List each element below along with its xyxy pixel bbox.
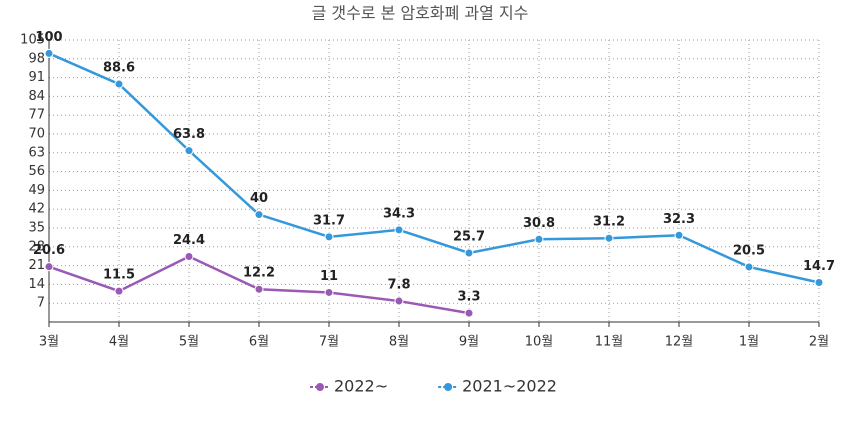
- y-tick-label: 84: [28, 89, 45, 104]
- data-label: 40: [250, 191, 268, 206]
- y-tick-label: 35: [28, 221, 45, 236]
- data-point: [44, 262, 54, 272]
- legend-marker: [316, 383, 324, 391]
- y-tick-label: 7: [37, 296, 45, 311]
- series-line: [48, 52, 820, 284]
- data-point: [254, 284, 264, 294]
- y-tick-label: 98: [28, 51, 45, 66]
- data-label: 7.8: [387, 278, 410, 293]
- data-point: [394, 296, 404, 306]
- x-tick-label: 2월: [809, 335, 829, 350]
- data-point: [44, 48, 54, 58]
- data-point: [744, 262, 754, 272]
- data-point: [604, 233, 614, 243]
- y-tick-label: 56: [28, 164, 45, 179]
- data-point: [254, 210, 264, 220]
- y-tick-label: 49: [28, 183, 45, 198]
- data-point: [324, 287, 334, 297]
- data-label: 20.5: [733, 243, 765, 258]
- data-point: [114, 79, 124, 89]
- data-label: 25.7: [453, 229, 485, 244]
- y-tick-label: 42: [28, 202, 45, 217]
- data-point: [114, 286, 124, 296]
- data-point: [814, 278, 824, 288]
- x-tick-label: 9월: [459, 335, 479, 350]
- legend-marker: [444, 383, 453, 391]
- data-label: 31.2: [593, 215, 625, 230]
- data-point: [184, 251, 194, 261]
- x-tick-label: 10월: [525, 335, 554, 350]
- data-label: 12.2: [243, 266, 275, 281]
- data-label: 3.3: [457, 290, 480, 305]
- legend-label: 2021~2022: [462, 377, 557, 396]
- y-tick-label: 63: [28, 145, 45, 160]
- data-point: [534, 234, 544, 244]
- data-point: [324, 232, 334, 242]
- y-tick-label: 91: [28, 70, 45, 85]
- x-tick-label: 5월: [179, 335, 199, 350]
- x-tick-label: 1월: [739, 335, 759, 350]
- data-label: 30.8: [523, 216, 555, 231]
- data-label: 34.3: [383, 206, 415, 221]
- x-tick-label: 12월: [665, 335, 694, 350]
- data-label: 88.6: [103, 61, 135, 76]
- data-label: 100: [35, 30, 62, 45]
- data-label: 14.7: [803, 259, 835, 274]
- data-label: 24.4: [173, 233, 205, 248]
- y-tick-label: 77: [28, 108, 45, 123]
- data-label: 32.3: [663, 212, 695, 227]
- y-tick-label: 28: [28, 239, 45, 254]
- data-point: [394, 225, 404, 235]
- y-tick-label: 21: [28, 258, 45, 273]
- data-point: [184, 146, 194, 156]
- chart-title: 글 갯수로 본 암호화폐 과열 지수: [312, 4, 529, 23]
- data-label: 11.5: [103, 268, 135, 283]
- x-tick-label: 11월: [595, 335, 624, 350]
- data-label: 20.6: [33, 243, 65, 258]
- data-label: 11: [320, 269, 338, 284]
- y-tick-label: 14: [28, 277, 45, 292]
- x-tick-label: 8월: [389, 335, 409, 350]
- data-label: 63.8: [173, 127, 205, 142]
- x-tick-label: 7월: [319, 335, 339, 350]
- y-tick-label: 105: [20, 33, 45, 48]
- data-label: 31.7: [313, 213, 345, 228]
- data-point: [674, 230, 684, 240]
- y-tick-label: 70: [28, 127, 45, 142]
- x-tick-label: 3월: [39, 335, 59, 350]
- data-point: [464, 248, 474, 258]
- legend-label: 2022~: [334, 377, 388, 396]
- x-tick-label: 4월: [109, 335, 129, 350]
- x-tick-label: 6월: [249, 335, 269, 350]
- data-point: [464, 308, 474, 318]
